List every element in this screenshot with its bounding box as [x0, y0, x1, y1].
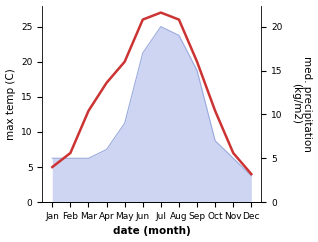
X-axis label: date (month): date (month) [113, 227, 191, 236]
Y-axis label: med. precipitation
(kg/m2): med. precipitation (kg/m2) [291, 56, 313, 152]
Y-axis label: max temp (C): max temp (C) [5, 68, 16, 140]
